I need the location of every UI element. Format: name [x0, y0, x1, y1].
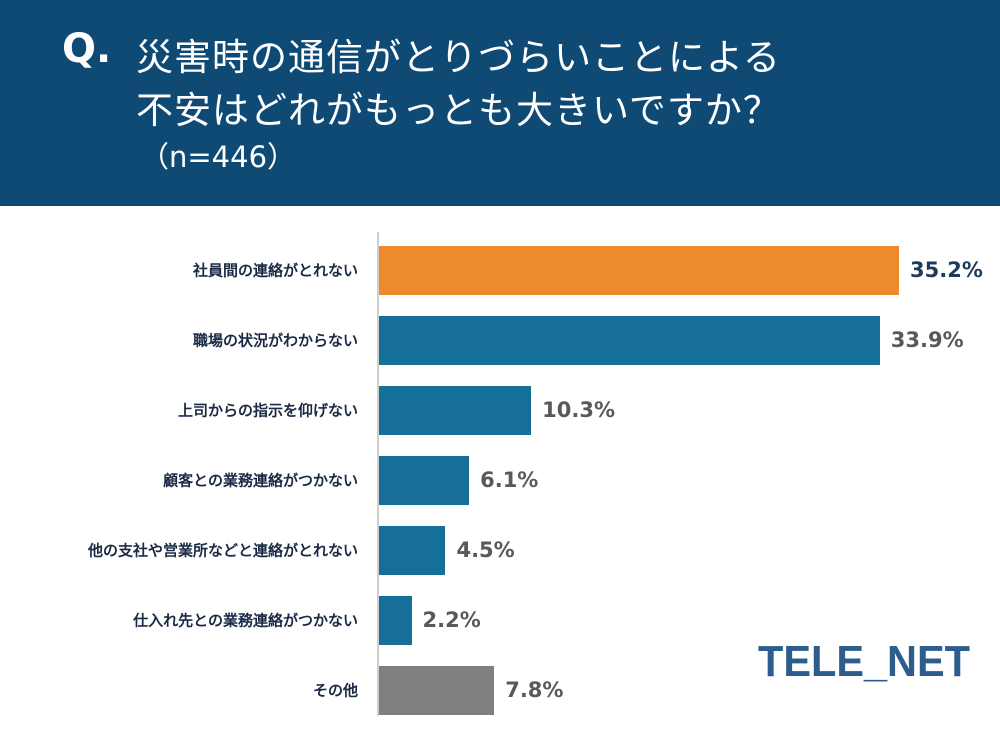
category-label: 仕入れ先との業務連絡がつかない — [133, 611, 358, 630]
category-label: 社員間の連絡がとれない — [192, 261, 358, 280]
category-label: 職場の状況がわからない — [192, 331, 358, 350]
category-label: 顧客との業務連絡がつかない — [163, 471, 358, 490]
bar — [379, 246, 899, 295]
value-label: 10.3% — [542, 398, 616, 422]
value-label: 33.9% — [890, 328, 964, 352]
telenet-logo: TELE_NET — [758, 638, 970, 682]
question-text-line2: 不安はどれがもっとも大きいですか？ — [136, 89, 781, 132]
bar — [379, 526, 446, 575]
value-label: 7.8% — [505, 678, 564, 702]
question-mark: Q. — [62, 26, 112, 72]
bar — [379, 666, 495, 715]
question-text-line1: 災害時の通信がとりづらいことによる — [136, 36, 781, 79]
value-label: 4.5% — [456, 538, 515, 562]
bar — [379, 316, 880, 365]
category-label: 上司からの指示を仰げない — [177, 401, 358, 420]
category-label: その他 — [312, 681, 358, 700]
value-label: 6.1% — [480, 468, 539, 492]
question-header: Q. 災害時の通信がとりづらいことによる 不安はどれがもっとも大きいですか？ （… — [0, 0, 1000, 206]
sample-size: （n=446） — [140, 140, 297, 174]
bar — [379, 596, 412, 645]
svg-text:TELE_NET: TELE_NET — [758, 638, 970, 682]
value-label: 2.2% — [422, 608, 481, 632]
value-label: 35.2% — [910, 258, 983, 282]
category-axis-line — [377, 232, 379, 716]
category-label: 他の支社や営業所などと連絡がとれない — [87, 541, 358, 560]
bar — [379, 456, 470, 505]
bar-chart: 社員間の連絡がとれない 35.2% 職場の状況がわからない 33.9% 上司からの指示を… — [0, 206, 1000, 739]
bar — [379, 386, 532, 435]
